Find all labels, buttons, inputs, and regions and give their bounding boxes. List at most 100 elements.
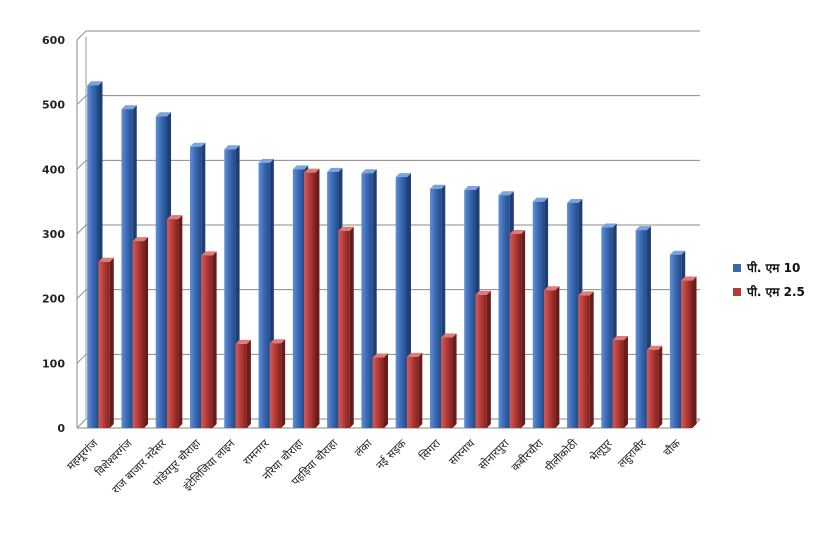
- bar-pm25: [338, 226, 354, 428]
- bar-front: [544, 290, 556, 428]
- bar-front: [167, 219, 179, 428]
- bar-front: [258, 162, 270, 428]
- bar-top: [269, 339, 286, 344]
- bar-pm25: [441, 333, 457, 428]
- bar-top: [235, 339, 251, 344]
- grid-diagonal: [76, 30, 87, 41]
- bar-top: [190, 142, 206, 147]
- bar-top: [635, 226, 651, 231]
- bar-top: [544, 286, 560, 291]
- bar-front: [532, 201, 545, 428]
- bar-front: [509, 234, 522, 428]
- bar-top: [475, 290, 491, 295]
- bar-front: [132, 241, 145, 428]
- y-tick-label: 600: [42, 34, 65, 47]
- legend-label: पी. एम 10: [746, 261, 800, 275]
- bar-front: [292, 169, 305, 429]
- bar-top: [612, 336, 628, 341]
- bar-top: [258, 158, 274, 163]
- bar-top: [567, 198, 583, 203]
- bar-top: [121, 105, 137, 110]
- x-tick-label: चौक: [661, 437, 684, 460]
- x-tick-label: भेलूपुर: [587, 437, 616, 466]
- bar-front: [635, 230, 647, 428]
- legend-label: पी. एम 2.5: [746, 285, 805, 299]
- bar-side: [555, 286, 560, 428]
- grid-diagonal: [76, 95, 87, 106]
- y-tick-label: 0: [57, 422, 65, 435]
- bar-pm25: [578, 291, 594, 428]
- bar-top: [406, 352, 423, 357]
- x-tick-label: लहुराबीर: [615, 437, 649, 471]
- bar-side: [658, 345, 663, 428]
- bar-side: [212, 251, 217, 428]
- bar-front: [646, 349, 659, 428]
- bar-top: [327, 167, 343, 172]
- bar-pm25: [167, 215, 183, 428]
- bar-side: [246, 339, 251, 428]
- grid-diagonal: [76, 353, 87, 364]
- bar-side: [315, 168, 320, 429]
- bar-front: [372, 357, 385, 428]
- x-tick-label: रामनगर: [241, 437, 272, 468]
- bar-side: [349, 226, 354, 428]
- bar-side: [589, 291, 594, 428]
- bar-top: [681, 276, 697, 281]
- x-tick-label: नई सड़क: [374, 437, 410, 473]
- bar-front: [361, 173, 373, 428]
- bar-top: [87, 81, 103, 86]
- x-tick-label: सारनाथ: [446, 436, 478, 468]
- grid-diagonal: [76, 159, 87, 170]
- bar-side: [623, 336, 628, 428]
- bar-pm25: [612, 336, 628, 428]
- bar-front: [681, 280, 693, 428]
- bar-side: [384, 353, 389, 428]
- bar-front: [464, 190, 476, 428]
- x-tick-labels: महमूरगंजविशेश्वरगंजराज बाजार नदेसरपांडेय…: [64, 436, 683, 496]
- bar-front: [269, 343, 282, 428]
- bar-pm25: [406, 352, 423, 428]
- bar-top: [224, 145, 240, 150]
- grid-diagonal: [76, 224, 87, 235]
- y-tick-labels: 0 100 200 300 400 500 600: [42, 34, 65, 435]
- bar-front: [395, 177, 407, 428]
- bar-pm25: [372, 353, 389, 428]
- bar-front: [441, 337, 453, 428]
- bar-front: [121, 109, 133, 429]
- bar-front: [190, 146, 202, 428]
- bar-pm25: [132, 237, 149, 428]
- bar-top: [304, 168, 320, 173]
- bar-front: [406, 356, 419, 428]
- legend-swatch: [733, 288, 741, 296]
- bar-pm25: [201, 251, 217, 428]
- bar-top: [201, 251, 217, 256]
- bar-top: [429, 184, 446, 189]
- x-tick-label: पीलीकोठी: [543, 437, 581, 475]
- bar-front: [601, 227, 613, 428]
- bar-front: [567, 202, 579, 428]
- bar-top: [498, 191, 514, 196]
- bar-pm25: [681, 276, 697, 428]
- bar-front: [498, 195, 510, 428]
- bar-top: [338, 226, 354, 231]
- x-tick-label: सोनारपुरा: [476, 437, 512, 473]
- bar-front: [429, 188, 442, 428]
- x-tick-label: कबीरचौरा: [509, 437, 546, 474]
- bar-side: [486, 290, 491, 428]
- bar-front: [235, 343, 247, 428]
- bar-front: [304, 172, 316, 428]
- bar-side: [418, 352, 423, 428]
- y-tick-label: 500: [42, 99, 65, 112]
- bar-top: [646, 345, 663, 350]
- bar-pm25: [544, 286, 560, 428]
- bar-top: [509, 230, 526, 234]
- bar-front: [201, 255, 213, 428]
- bar-top: [532, 197, 549, 202]
- x-tick-label: लंका: [352, 437, 375, 460]
- bar-front: [338, 230, 350, 428]
- bar-top: [372, 353, 389, 358]
- bar-pm25: [98, 257, 114, 428]
- bar-side: [178, 215, 183, 428]
- bar-front: [224, 149, 236, 428]
- legend: पी. एम 10 पी. एम 2.5: [733, 261, 805, 299]
